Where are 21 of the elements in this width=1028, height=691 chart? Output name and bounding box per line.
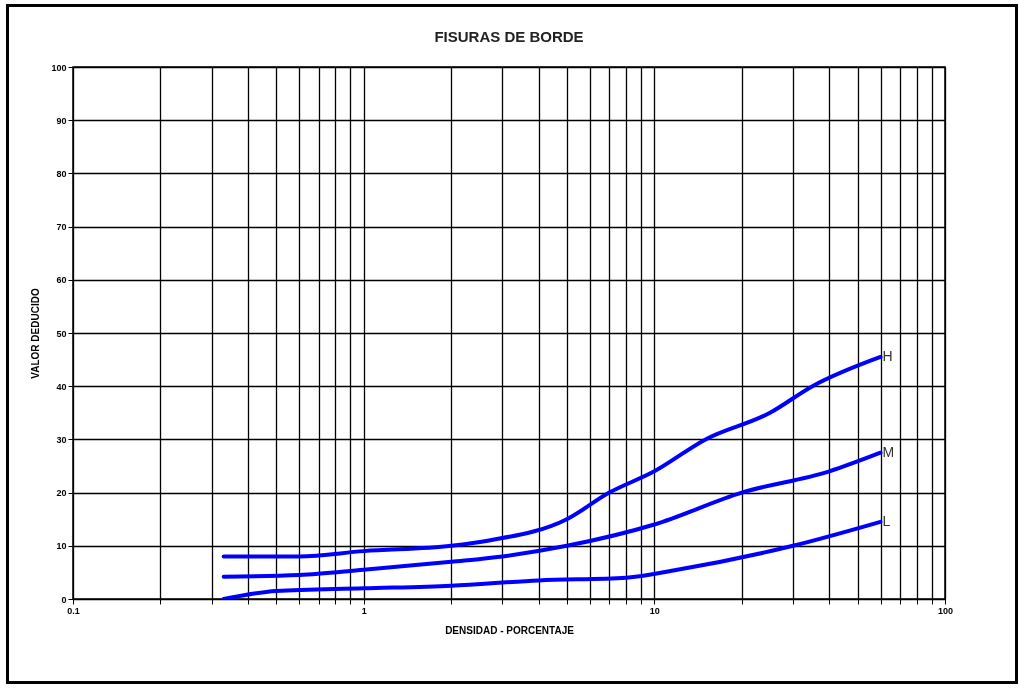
series-label: L bbox=[882, 512, 891, 529]
series-label: M bbox=[882, 443, 895, 460]
y-tick-label: 40 bbox=[56, 381, 67, 392]
y-tick-label: 60 bbox=[56, 275, 67, 286]
y-tick-label: 90 bbox=[56, 115, 67, 126]
y-tick-label: 70 bbox=[56, 222, 67, 233]
y-tick-label: 80 bbox=[56, 168, 67, 179]
x-tick-label: 1 bbox=[361, 605, 367, 616]
y-tick-label: 30 bbox=[56, 434, 67, 445]
x-tick-label: 10 bbox=[649, 605, 660, 616]
x-axis-title: DENSIDAD - PORCENTAJE bbox=[445, 624, 575, 636]
y-tick-label: 0 bbox=[61, 594, 67, 605]
chart-title: FISURAS DE BORDE bbox=[434, 28, 584, 45]
x-tick-label: 0.1 bbox=[67, 605, 80, 616]
y-tick-label: 50 bbox=[56, 328, 67, 339]
y-tick-label: 20 bbox=[56, 488, 67, 499]
y-tick-label: 10 bbox=[56, 541, 67, 552]
series-label: H bbox=[882, 347, 893, 364]
y-tick-label: 100 bbox=[51, 62, 67, 73]
y-axis-title: VALOR DEDUCIDO bbox=[30, 288, 42, 379]
x-tick-label: 100 bbox=[937, 605, 954, 616]
